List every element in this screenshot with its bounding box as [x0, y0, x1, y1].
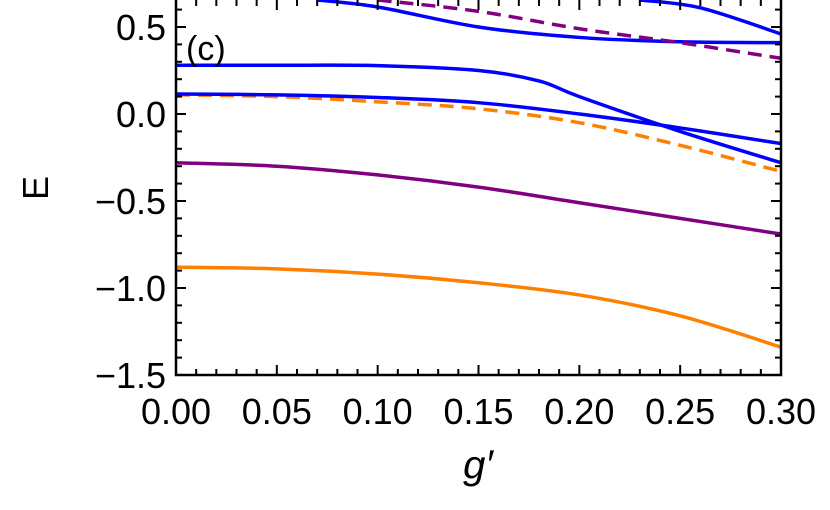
- series-line-8: [377, 0, 781, 61]
- y-axis-label: E: [15, 176, 56, 200]
- x-tick-label: 0.15: [443, 391, 513, 432]
- plot-frame: [174, 0, 783, 377]
- series-line-5: [176, 63, 781, 165]
- x-tick-label: 0.20: [544, 391, 614, 432]
- series-line-2: [176, 160, 781, 236]
- x-axis-label: g′: [463, 443, 494, 487]
- y-tick-label: 0.5: [116, 7, 166, 48]
- series-line-1: [176, 265, 781, 349]
- y-tick-label: −1.0: [95, 268, 166, 309]
- x-tick-label: 0.10: [343, 391, 413, 432]
- x-tick-label: 0.00: [141, 391, 211, 432]
- series-line-4: [176, 92, 781, 146]
- series-line-7: [639, 0, 781, 36]
- y-tick-label: −0.5: [95, 181, 166, 222]
- panel-label: (c): [186, 30, 226, 68]
- x-tick-label: 0.25: [645, 391, 715, 432]
- series-line-6: [316, 0, 781, 45]
- y-tick-label: −1.5: [95, 355, 166, 396]
- x-tick-label: 0.05: [242, 391, 312, 432]
- x-tick-label: 0.30: [746, 391, 816, 432]
- y-tick-label: 0.0: [116, 94, 166, 135]
